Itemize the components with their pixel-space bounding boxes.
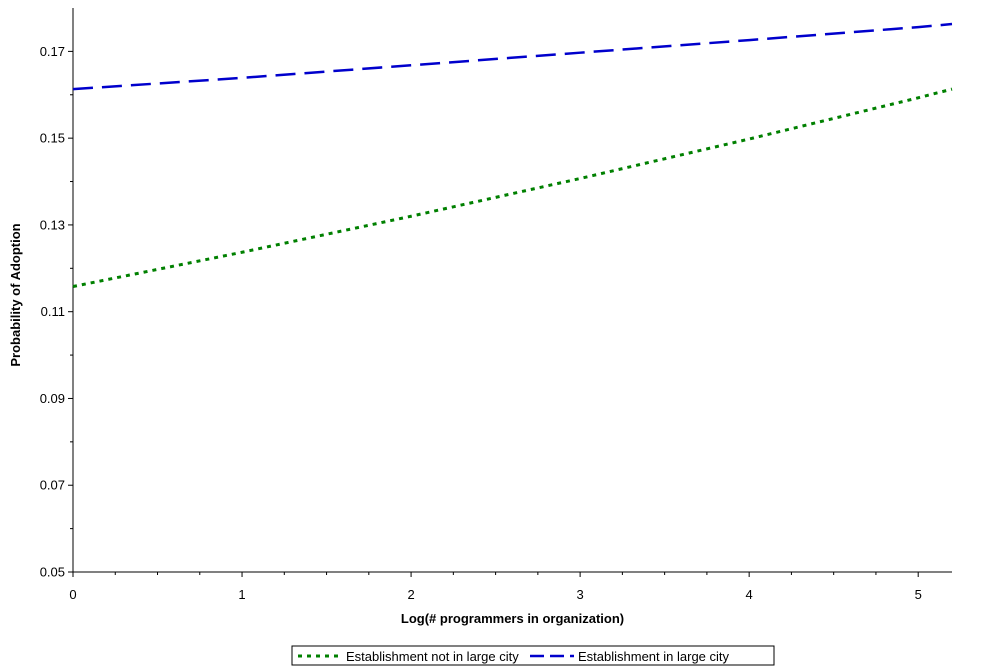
x-tick-label: 3	[576, 587, 583, 602]
y-tick-label: 0.07	[40, 478, 65, 493]
series-line-not-large-city	[72, 87, 953, 289]
x-tick-label: 2	[407, 587, 414, 602]
series-lines	[72, 22, 953, 289]
y-tick-label: 0.05	[40, 565, 65, 580]
x-axis-title: Log(# programmers in organization)	[401, 611, 624, 626]
y-axis-ticks: 0.05 0.07 0.09 0.11 0.13 0.15 0.17	[40, 44, 73, 580]
x-tick-label: 5	[915, 587, 922, 602]
x-tick-label: 4	[746, 587, 753, 602]
x-tick-label: 0	[69, 587, 76, 602]
y-axis-title: Probability of Adoption	[8, 223, 23, 366]
series-line-large-city	[72, 22, 953, 91]
y-tick-label: 0.17	[40, 44, 65, 59]
plot-area: 0.05 0.07 0.09 0.11 0.13 0.15 0.17 0 1 2 3 4 5	[40, 8, 953, 602]
legend: Establishment not in large city Establis…	[291, 645, 775, 666]
x-tick-label: 1	[238, 587, 245, 602]
y-tick-label: 0.09	[40, 391, 65, 406]
y-tick-label: 0.11	[41, 304, 65, 319]
y-tick-label: 0.13	[40, 217, 65, 232]
legend-label-not-large-city: Establishment not in large city	[346, 649, 519, 664]
x-axis-ticks: 0 1 2 3 4 5	[69, 572, 922, 602]
legend-label-large-city: Establishment in large city	[578, 649, 730, 664]
y-tick-label: 0.15	[40, 131, 65, 146]
